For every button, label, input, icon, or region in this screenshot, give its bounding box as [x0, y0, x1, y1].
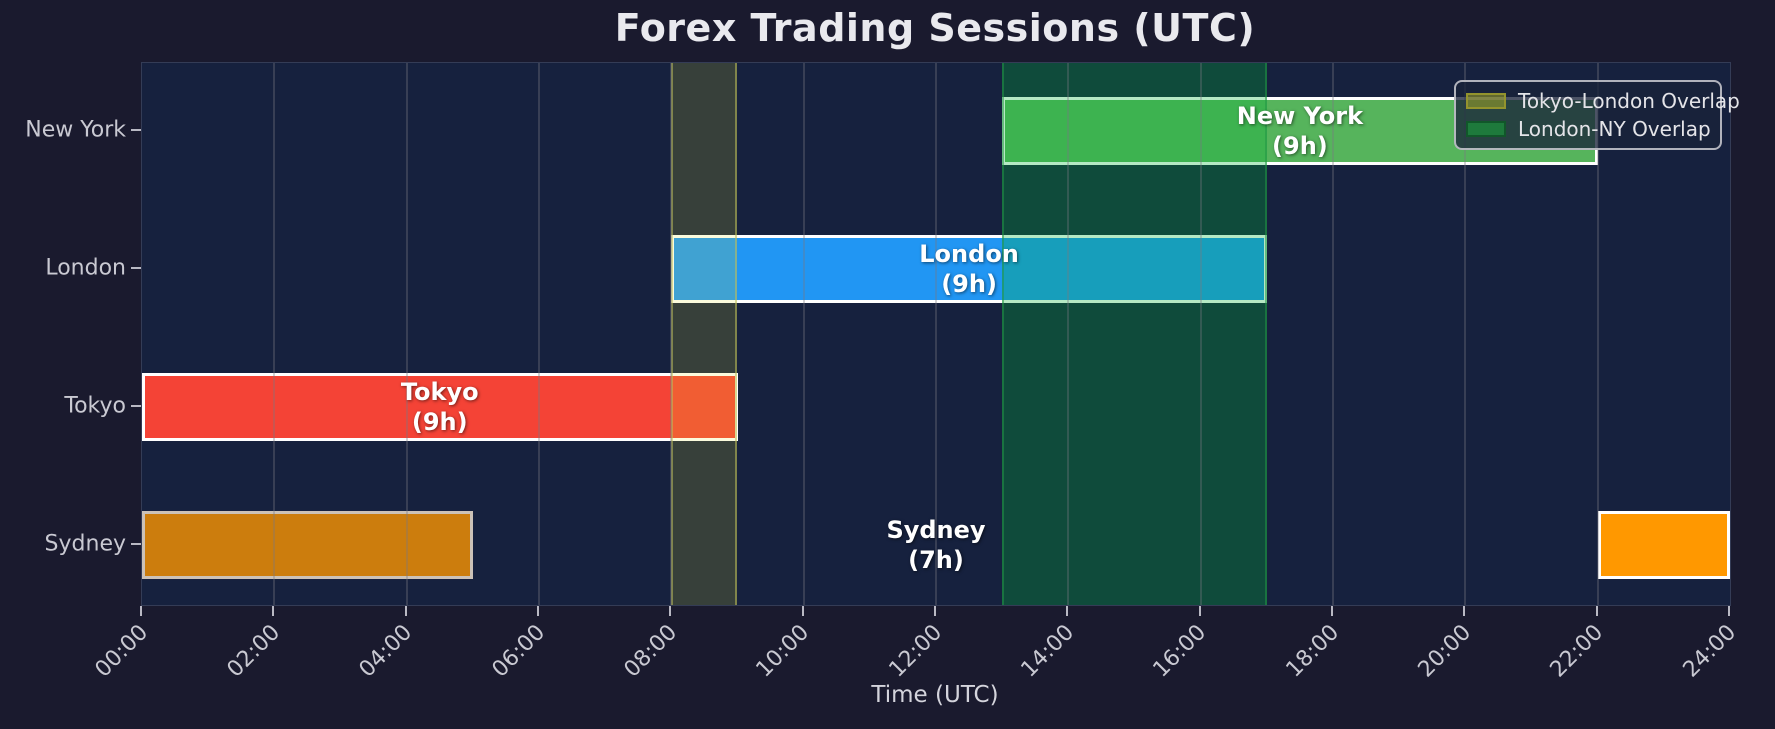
session-label-tokyo: Tokyo (9h) — [401, 377, 479, 437]
legend: Tokyo-London Overlap London-NY Overlap — [1454, 80, 1740, 150]
gridline — [1596, 63, 1599, 605]
x-tick — [272, 606, 275, 616]
gridline — [405, 63, 408, 605]
x-tick-label: 14:00 — [1016, 620, 1080, 683]
x-tick-label: 00:00 — [90, 620, 153, 683]
x-tick-label: 08:00 — [619, 620, 683, 683]
x-tick-label: 04:00 — [354, 620, 418, 683]
session-label-duration: (9h) — [411, 408, 468, 436]
overlap-band-tokyo-london-overlap — [671, 63, 738, 605]
session-label-new-york: New York (9h) — [1237, 101, 1363, 161]
x-tick — [1728, 606, 1730, 616]
gridline — [538, 63, 540, 605]
session-bar-sydney — [142, 511, 473, 579]
y-axis-label-new-york: New York — [25, 117, 126, 143]
gridline — [1464, 63, 1467, 605]
x-tick — [1595, 606, 1598, 616]
plot-area: New York (9h) London (9h) Tokyo (9h) Sydney (7h… — [141, 62, 1731, 606]
x-tick — [1463, 606, 1466, 616]
chart-title: Forex Trading Sessions (UTC) — [614, 6, 1256, 50]
session-label-london: London (9h) — [919, 239, 1019, 299]
x-tick — [1331, 606, 1333, 616]
session-bar-tokyo — [142, 373, 738, 441]
x-tick — [801, 606, 804, 616]
x-tick-label: 22:00 — [1545, 620, 1609, 683]
gridline — [670, 63, 673, 605]
legend-swatch-london-ny-overlap — [1466, 121, 1506, 137]
session-label-name: New York — [1236, 102, 1364, 130]
x-tick-label: 16:00 — [1148, 620, 1212, 683]
legend-entry-tokyo-london: Tokyo-London Overlap — [1466, 89, 1740, 113]
legend-label: Tokyo-London Overlap — [1518, 89, 1740, 113]
gridline — [1067, 63, 1070, 605]
gridline — [935, 63, 937, 605]
x-tick-label: 02:00 — [222, 620, 286, 683]
session-label-duration: (9h) — [941, 270, 997, 298]
y-tick — [131, 543, 141, 545]
x-tick-label: 18:00 — [1281, 620, 1344, 683]
x-tick — [1066, 606, 1069, 616]
x-tick — [140, 606, 142, 616]
x-tick-label: 20:00 — [1413, 620, 1477, 683]
session-label-name: Sydney — [886, 516, 986, 544]
x-tick — [537, 606, 539, 616]
x-tick — [934, 606, 936, 616]
gridline — [1332, 63, 1334, 605]
x-tick — [1198, 606, 1201, 616]
session-label-name: London — [919, 240, 1019, 268]
legend-entry-london-ny: London-NY Overlap — [1466, 117, 1711, 141]
x-tick-label: 10:00 — [751, 620, 815, 683]
y-tick — [131, 405, 141, 407]
session-label-duration: (9h) — [1272, 132, 1328, 160]
gridline — [1199, 63, 1202, 605]
session-label-sydney: Sydney (7h) — [886, 515, 985, 575]
legend-swatch-tokyo-london-overlap — [1466, 93, 1506, 109]
x-tick-label: 12:00 — [884, 620, 947, 683]
session-label-duration: (7h) — [908, 546, 964, 574]
x-tick — [669, 606, 672, 616]
gridline — [273, 63, 276, 605]
y-axis-label-london: London — [45, 255, 126, 281]
x-tick-label: 24:00 — [1678, 620, 1741, 683]
x-tick-label: 06:00 — [487, 620, 550, 683]
x-axis-label: Time (UTC) — [871, 682, 999, 708]
gridline — [802, 63, 805, 605]
y-tick — [131, 267, 141, 269]
session-label-name: Tokyo — [400, 378, 479, 406]
session-bar-london — [671, 235, 1267, 303]
session-bar-sydney — [1597, 511, 1730, 579]
y-axis-label-sydney: Sydney — [44, 531, 126, 557]
overlap-band-london-ny-overlap — [1002, 63, 1267, 605]
y-axis-label-tokyo: Tokyo — [64, 393, 126, 419]
y-tick — [131, 129, 141, 131]
x-tick — [404, 606, 407, 616]
legend-label: London-NY Overlap — [1518, 117, 1711, 141]
